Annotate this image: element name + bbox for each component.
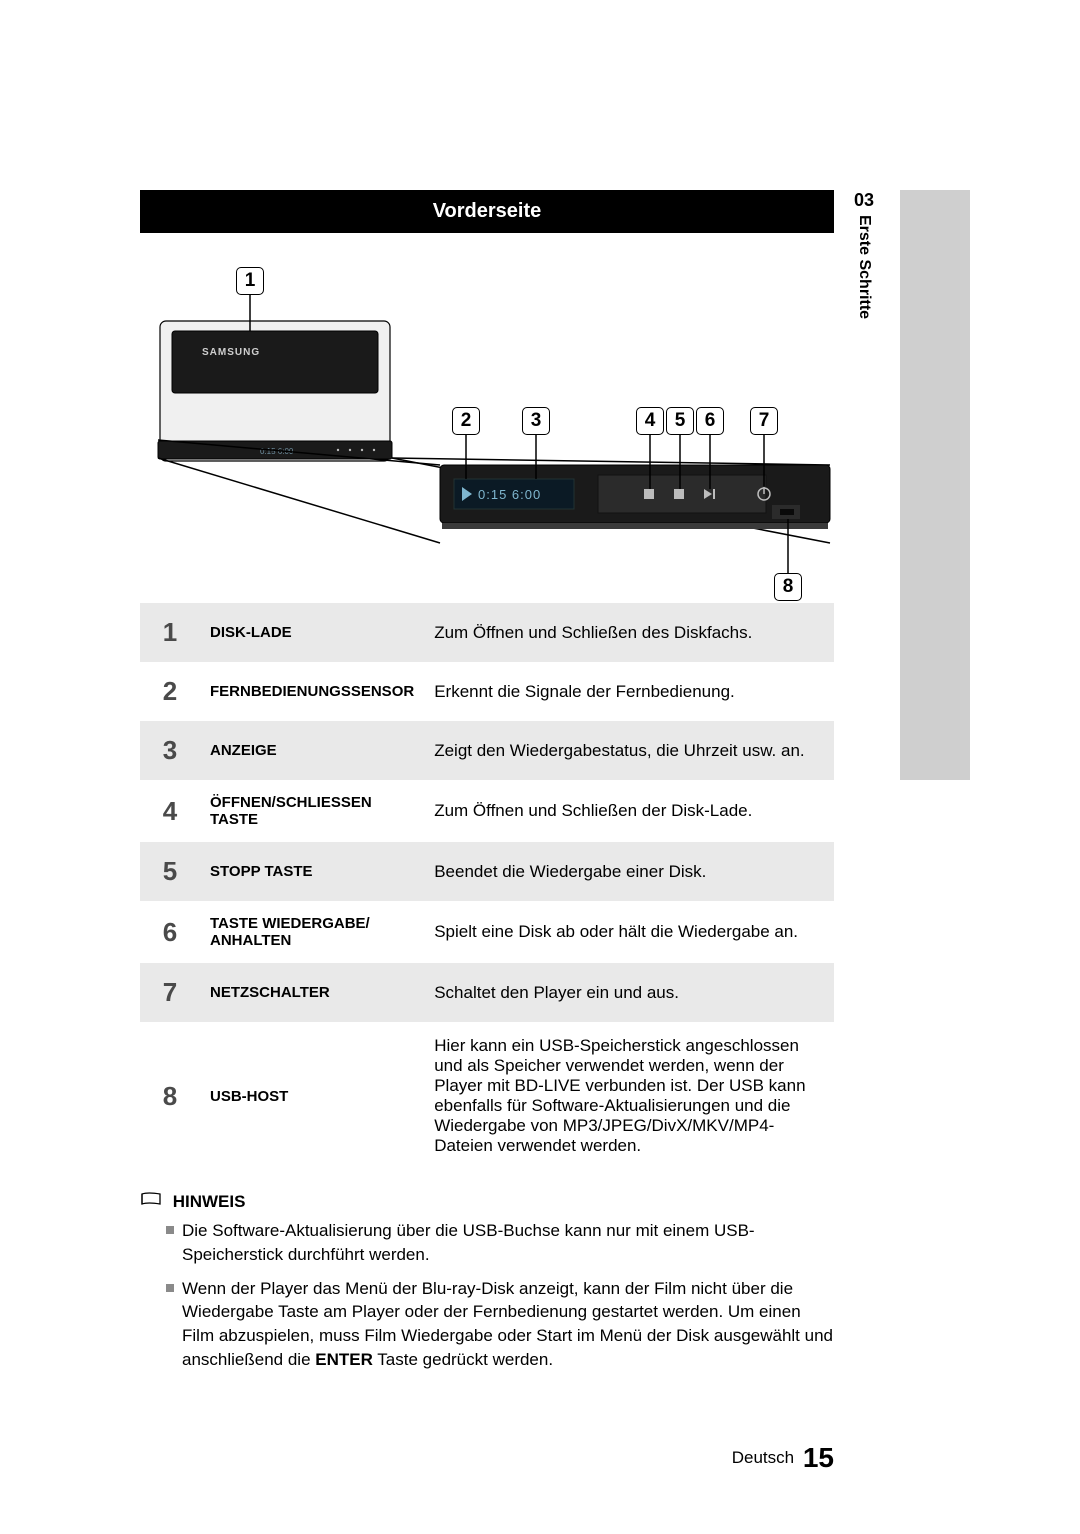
table-row: 5STOPP TASTEBeendet die Wiedergabe einer… [140,842,834,901]
footer-page-number: 15 [803,1442,834,1473]
part-description: Zum Öffnen und Schließen der Disk-Lade. [424,780,834,842]
part-label: DISK-LADE [200,603,424,662]
callout-1: 1 [236,267,264,295]
hinweis-item: Die Software-Aktualisierung über die USB… [140,1219,834,1267]
callout-8: 8 [774,573,802,601]
callout-7: 7 [750,407,778,435]
part-number: 3 [140,721,200,780]
part-description: Zeigt den Wiedergabestatus, die Uhrzeit … [424,721,834,780]
table-row: 4ÖFFNEN/SCHLIESSEN TASTEZum Öffnen und S… [140,780,834,842]
display-time: 0:15 6:00 [478,487,541,502]
part-description: Beendet die Wiedergabe einer Disk. [424,842,834,901]
part-description: Zum Öffnen und Schließen des Diskfachs. [424,603,834,662]
table-row: 7NETZSCHALTERSchaltet den Player ein und… [140,963,834,1022]
part-number: 8 [140,1022,200,1170]
part-description: Spielt eine Disk ab oder hält die Wieder… [424,901,834,963]
parts-table: 1DISK-LADEZum Öffnen und Schließen des D… [140,603,834,1170]
part-number: 7 [140,963,200,1022]
part-number: 4 [140,780,200,842]
table-row: 1DISK-LADEZum Öffnen und Schließen des D… [140,603,834,662]
table-row: 2FERNBEDIENUNGSSENSORErkennt die Signale… [140,662,834,721]
front-panel-diagram: SAMSUNG 0:15 6:00 0:15 6:00 [140,233,834,603]
footer-language: Deutsch [732,1448,794,1467]
part-label: STOPP TASTE [200,842,424,901]
part-number: 6 [140,901,200,963]
hinweis-list: Die Software-Aktualisierung über die USB… [140,1219,834,1372]
note-icon [140,1192,162,1213]
page-footer: Deutsch 15 [140,1442,834,1474]
manual-page: 03 Erste Schritte Vorderseite SAMSUNG 0:… [0,0,1080,1534]
chapter-label: Erste Schritte [855,215,873,319]
part-number: 5 [140,842,200,901]
callout-6: 6 [696,407,724,435]
content-column: Vorderseite SAMSUNG 0:15 6:00 [140,190,834,1474]
chapter-number: 03 [828,190,900,211]
callout-2: 2 [452,407,480,435]
part-label: NETZSCHALTER [200,963,424,1022]
callout-3: 3 [522,407,550,435]
chapter-tab: 03 Erste Schritte [828,190,900,324]
part-number: 1 [140,603,200,662]
part-label: ÖFFNEN/SCHLIESSEN TASTE [200,780,424,842]
part-label: FERNBEDIENUNGSSENSOR [200,662,424,721]
part-label: ANZEIGE [200,721,424,780]
part-number: 2 [140,662,200,721]
side-gray-strip [900,190,970,780]
part-description: Hier kann ein USB-Speicherstick angeschl… [424,1022,834,1170]
part-description: Erkennt die Signale der Fernbedienung. [424,662,834,721]
part-description: Schaltet den Player ein und aus. [424,963,834,1022]
part-label: USB-HOST [200,1022,424,1170]
table-row: 8USB-HOSTHier kann ein USB-Speicherstick… [140,1022,834,1170]
hinweis-block: HINWEIS Die Software-Aktualisierung über… [140,1192,834,1372]
hinweis-item: Wenn der Player das Menü der Blu-ray-Dis… [140,1277,834,1372]
callout-4: 4 [636,407,664,435]
hinweis-heading: HINWEIS [173,1192,246,1211]
table-row: 3ANZEIGEZeigt den Wiedergabestatus, die … [140,721,834,780]
brand-small: SAMSUNG [202,347,260,358]
part-label: TASTE WIEDERGABE/ ANHALTEN [200,901,424,963]
section-title: Vorderseite [140,190,834,233]
table-row: 6TASTE WIEDERGABE/ ANHALTENSpielt eine D… [140,901,834,963]
callout-5: 5 [666,407,694,435]
